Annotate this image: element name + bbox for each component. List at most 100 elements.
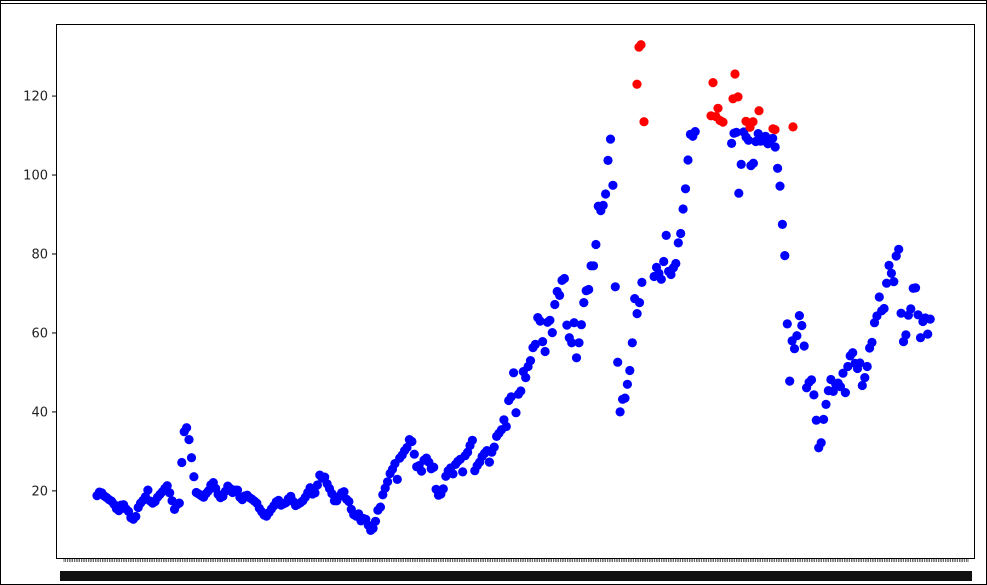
data-point <box>613 357 623 367</box>
data-point <box>843 361 853 372</box>
data-point <box>656 274 666 284</box>
highlight-points <box>632 40 798 135</box>
data-point <box>673 238 683 248</box>
data-point <box>882 278 892 288</box>
data-point <box>780 251 790 261</box>
data-point <box>753 129 763 139</box>
axes-frame <box>56 24 975 559</box>
data-point <box>811 415 821 425</box>
data-point <box>896 308 906 318</box>
data-point <box>177 457 187 468</box>
data-point <box>906 304 916 314</box>
data-point <box>637 277 647 287</box>
data-point <box>625 365 635 376</box>
data-point <box>915 333 926 343</box>
highlight-point <box>708 78 718 88</box>
data-point <box>770 142 780 152</box>
data-point <box>567 338 577 348</box>
y-axis-ticks: 20 40 60 80 100 120 <box>23 90 57 499</box>
data-point <box>189 472 199 482</box>
data-point <box>680 184 691 194</box>
data-point <box>913 310 923 320</box>
data-point <box>588 261 599 271</box>
data-point <box>736 159 746 169</box>
data-point <box>821 399 831 409</box>
data-point <box>622 379 633 389</box>
data-point <box>773 163 783 173</box>
data-point <box>569 318 579 328</box>
data-point <box>860 373 870 383</box>
data-point <box>855 358 865 368</box>
data-point <box>370 516 381 526</box>
x-tick-label-band <box>60 571 972 581</box>
data-point <box>620 393 630 403</box>
data-point <box>550 299 560 310</box>
data-point <box>547 328 557 338</box>
data-point <box>748 158 759 168</box>
data-point <box>516 386 526 396</box>
data-point <box>368 523 378 534</box>
data-point <box>448 469 458 479</box>
data-point <box>799 341 809 351</box>
data-point <box>555 290 565 300</box>
data-point <box>521 373 531 383</box>
data-point <box>806 375 817 385</box>
highlight-point <box>718 117 728 127</box>
data-point <box>489 442 499 452</box>
data-point <box>131 511 141 522</box>
data-point <box>232 485 243 495</box>
data-point <box>734 188 744 198</box>
data-point <box>659 256 669 267</box>
data-point <box>574 338 584 348</box>
data-point <box>458 467 468 477</box>
data-point <box>162 481 172 491</box>
highlight-point <box>636 40 646 50</box>
data-point <box>383 477 393 487</box>
data-point <box>579 298 589 308</box>
data-point <box>530 339 541 349</box>
data-point <box>627 338 637 348</box>
data-point <box>731 127 742 137</box>
data-point <box>809 390 819 400</box>
data-point <box>339 487 349 497</box>
data-point <box>615 407 625 417</box>
data-point <box>184 435 194 445</box>
data-point <box>562 320 572 330</box>
data-point <box>894 244 904 254</box>
data-point <box>743 135 754 145</box>
y-tick-label: 60 <box>31 326 48 341</box>
highlight-point <box>639 117 649 127</box>
data-point <box>438 484 448 494</box>
highlight-point <box>754 106 764 116</box>
data-point <box>143 485 153 495</box>
data-point <box>576 320 587 330</box>
data-point <box>327 489 337 499</box>
data-point <box>484 457 494 467</box>
data-point <box>584 284 594 295</box>
data-point <box>911 283 921 293</box>
data-point <box>661 230 671 240</box>
data-point <box>925 314 935 324</box>
highlight-point <box>733 92 743 102</box>
data-point <box>816 438 826 448</box>
data-point <box>467 435 477 445</box>
data-point <box>165 488 175 498</box>
data-point <box>601 189 611 199</box>
data-point <box>678 204 688 214</box>
data-point <box>789 344 800 354</box>
data-point <box>690 127 700 137</box>
highlight-point <box>788 122 798 132</box>
data-point <box>429 462 439 472</box>
data-point <box>344 496 354 507</box>
data-point <box>889 277 899 287</box>
y-tick-label: 80 <box>31 247 48 262</box>
data-point <box>591 239 601 250</box>
data-point <box>182 423 192 433</box>
data-point <box>884 260 894 270</box>
data-point <box>727 138 737 148</box>
data-point <box>392 474 402 484</box>
data-point <box>794 311 805 321</box>
y-tick-label: 100 <box>23 169 48 184</box>
